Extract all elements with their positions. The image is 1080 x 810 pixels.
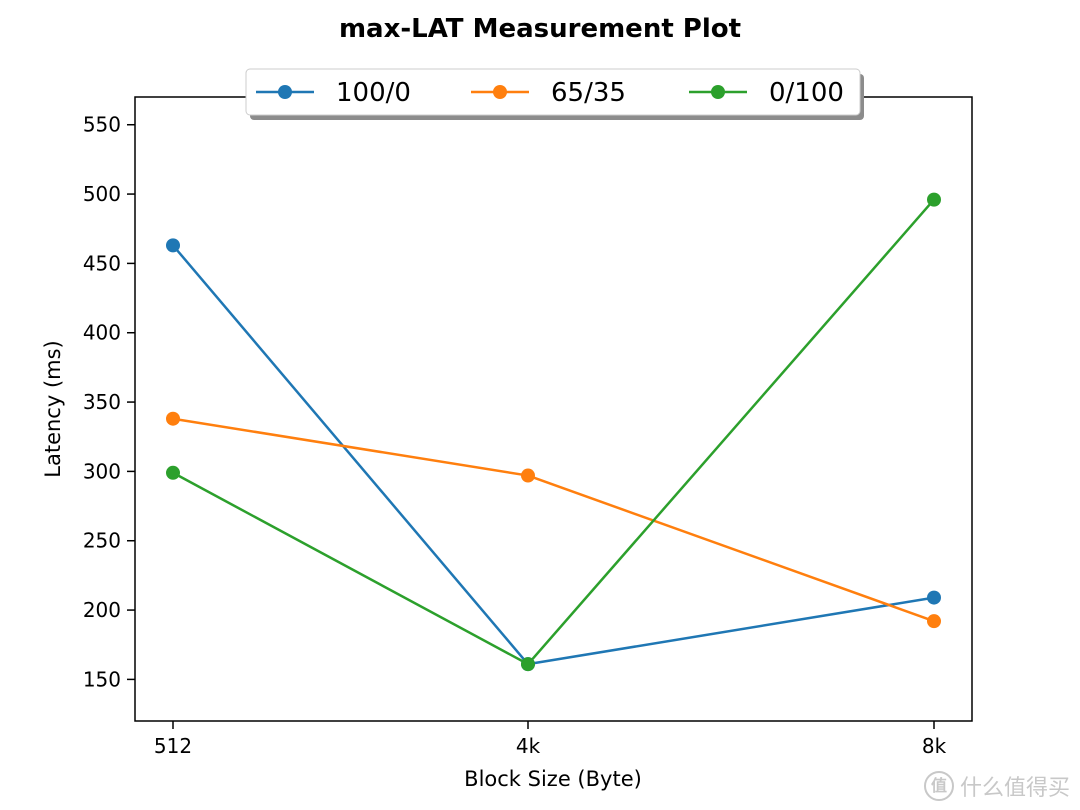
series-line-2 (172, 198, 935, 666)
y-tick-label: 150 (83, 667, 121, 691)
y-tick-label: 550 (83, 113, 121, 137)
x-tick-label: 512 (154, 734, 192, 758)
y-axis: 150 200 250 300 350 400 450 500 550 (83, 113, 135, 691)
legend-label-0: 100/0 (336, 78, 411, 108)
plot-area-frame (134, 96, 973, 722)
y-tick-label: 400 (83, 321, 121, 345)
x-tick-label: 8k (922, 734, 947, 758)
series-2-point-2 (927, 192, 941, 207)
watermark-logo-icon: 值 (923, 771, 954, 801)
chart-title: max-LAT Measurement Plot (339, 14, 741, 44)
legend-label-1: 65/35 (551, 78, 626, 108)
legend-marker-2 (711, 85, 725, 99)
watermark: 值 什么值得买 (923, 770, 1070, 802)
legend-marker-0 (278, 85, 292, 99)
y-tick-label: 250 (83, 529, 121, 553)
series-2-point-0 (166, 465, 180, 480)
watermark-text: 什么值得买 (959, 776, 1070, 801)
series-1-point-2 (927, 614, 941, 629)
series-0-point-2 (927, 590, 941, 605)
y-axis-label: Latency (ms) (41, 340, 65, 477)
y-tick-label: 450 (83, 251, 121, 275)
x-axis: 512 4k 8k (154, 721, 947, 758)
series-2-point-1 (521, 657, 535, 672)
x-tick-label: 4k (516, 734, 541, 758)
series-line-1 (172, 417, 935, 623)
series-1-point-0 (166, 411, 180, 426)
series-layer (166, 192, 941, 672)
x-axis-label: Block Size (Byte) (464, 767, 642, 791)
y-tick-label: 200 (83, 598, 121, 622)
legend: 100/0 65/35 0/100 (245, 68, 864, 120)
series-line-0 (172, 244, 935, 666)
y-tick-label: 300 (83, 459, 121, 483)
legend-marker-1 (493, 85, 507, 99)
legend-label-2: 0/100 (769, 78, 844, 108)
y-tick-label: 350 (83, 390, 121, 414)
legend-box (245, 68, 861, 116)
y-tick-label: 500 (83, 182, 121, 206)
series-0-point-0 (166, 238, 180, 253)
series-1-point-1 (521, 468, 535, 483)
